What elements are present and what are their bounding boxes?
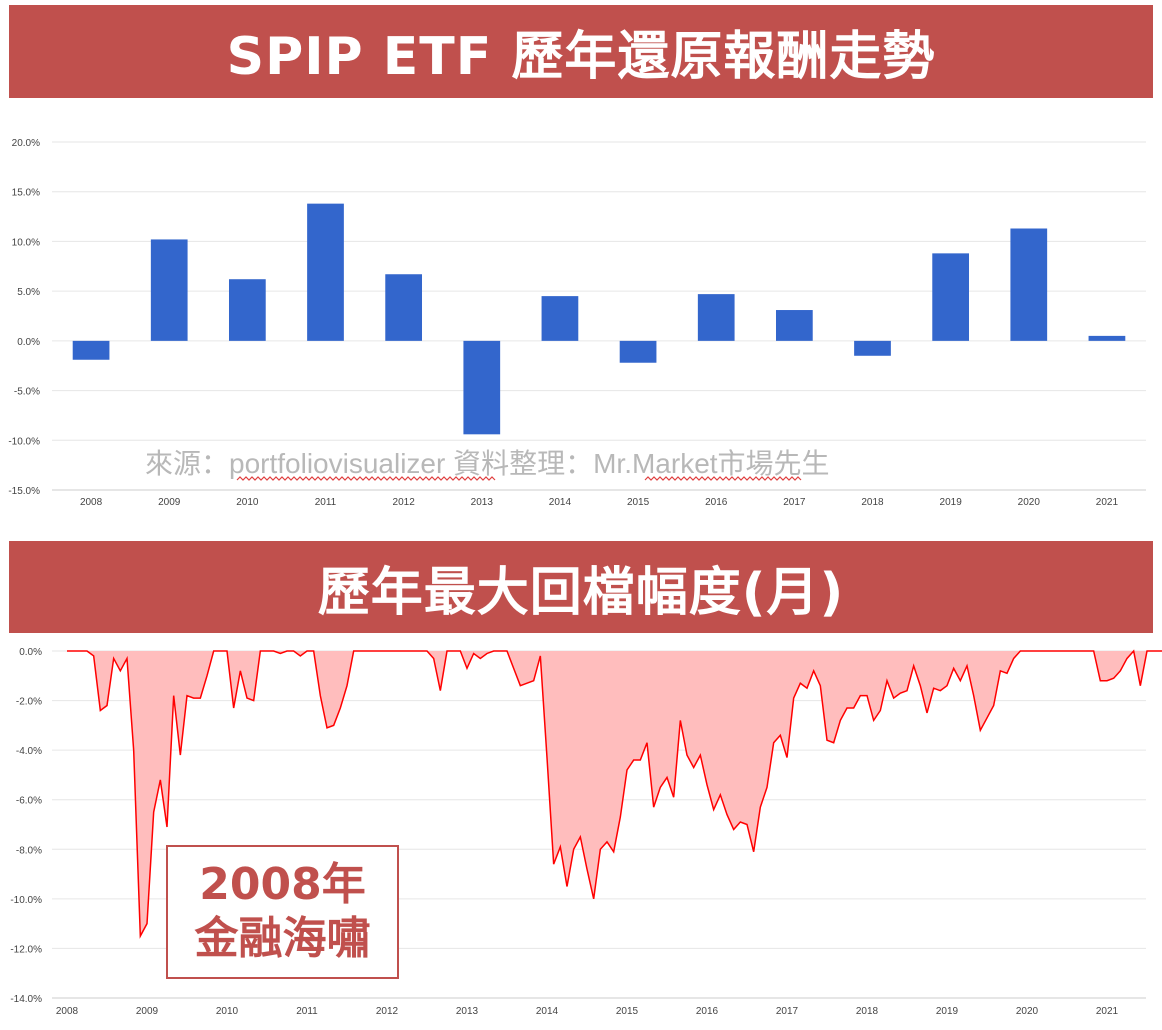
bar-2010	[228, 279, 266, 341]
x-tick-label: 2011	[315, 497, 337, 508]
bar-2014	[541, 296, 579, 341]
bar-chart-title-banner: SPIP ETF 歷年還原報酬走勢	[9, 5, 1153, 98]
y-tick-label: -6.0%	[16, 796, 42, 807]
y-tick-label: 0.0%	[19, 647, 42, 658]
spellcheck-underline	[644, 476, 802, 481]
x-tick-label: 2019	[940, 497, 963, 508]
x-tick-label: 2013	[471, 497, 494, 508]
x-tick-label: 2009	[136, 1006, 159, 1017]
bars	[72, 203, 1126, 435]
y-tick-label: -2.0%	[16, 697, 42, 708]
y-tick-label: 5.0%	[17, 287, 40, 298]
y-tick-labels: 0.0% -2.0% -4.0% -6.0% -8.0% -10.0% -12.0% -14.…	[10, 647, 42, 1005]
y-tick-label: -14.0%	[10, 994, 42, 1005]
x-tick-label: 2014	[536, 1006, 559, 1017]
x-tick-label: 2008	[80, 497, 103, 508]
spellcheck-underline	[236, 476, 496, 481]
bar-2020	[1010, 228, 1048, 341]
x-tick-label: 2015	[627, 497, 650, 508]
bar-2012	[385, 274, 423, 341]
y-tick-label: -4.0%	[16, 746, 42, 757]
x-tick-label: 2011	[296, 1006, 318, 1017]
annual-return-bar-chart: 20.0% 15.0% 10.0% 5.0% 0.0% -5.0% -10.0% -15.0%…	[8, 138, 1146, 508]
x-tick-label: 2010	[216, 1006, 239, 1017]
y-tick-label: -5.0%	[14, 387, 40, 398]
y-tick-label: -15.0%	[8, 486, 40, 497]
x-tick-label: 2015	[616, 1006, 639, 1017]
y-tick-label: 20.0%	[12, 138, 40, 149]
monthly-drawdown-area-chart: 0.0% -2.0% -4.0% -6.0% -8.0% -10.0% -12.0% -14.…	[10, 647, 1162, 1017]
bar-2021	[1088, 335, 1126, 341]
annotation-line1: 2008年	[199, 859, 366, 910]
x-tick-labels: 2008 2009 2010 2011 2012 2013 2014 2015 2016 2017…	[80, 497, 1119, 508]
bar-2018	[854, 340, 891, 356]
x-tick-label: 2017	[783, 497, 806, 508]
drawdown-line	[67, 649, 1162, 939]
x-tick-label: 2008	[56, 1006, 79, 1017]
x-tick-label: 2012	[393, 497, 416, 508]
bar-2017	[775, 310, 813, 341]
x-tick-labels: 2008 2009 2010 2011 2012 2013 2014 2015 2016 2017…	[56, 1006, 1119, 1017]
annotation-box: 2008年 金融海嘯	[166, 845, 399, 979]
bar-2009	[150, 239, 188, 341]
x-tick-label: 2014	[549, 497, 572, 508]
y-tick-label: 0.0%	[17, 337, 40, 348]
y-tick-label: -10.0%	[8, 436, 40, 447]
x-tick-label: 2016	[696, 1006, 719, 1017]
bar-2015	[619, 340, 657, 363]
x-tick-label: 2010	[236, 497, 259, 508]
x-tick-label: 2012	[376, 1006, 399, 1017]
x-tick-label: 2016	[705, 497, 728, 508]
grid	[52, 141, 1146, 491]
y-tick-label: -8.0%	[16, 845, 42, 856]
y-tick-labels: 20.0% 15.0% 10.0% 5.0% 0.0% -5.0% -10.0% -15.0%	[8, 138, 40, 497]
bar-2013	[463, 340, 501, 435]
y-tick-label: 10.0%	[12, 237, 40, 248]
x-tick-label: 2017	[776, 1006, 799, 1017]
bar-2008	[72, 340, 110, 360]
x-tick-label: 2021	[1096, 1006, 1119, 1017]
drawdown-chart-title-banner: 歷年最大回檔幅度(月)	[9, 541, 1153, 633]
y-tick-label: -12.0%	[10, 944, 42, 955]
x-tick-label: 2021	[1096, 497, 1119, 508]
y-tick-label: 15.0%	[12, 188, 40, 199]
x-tick-label: 2018	[856, 1006, 879, 1017]
source-watermark: 來源：portfoliovisualizer 資料整理：Mr.Market市場先…	[145, 448, 830, 479]
y-tick-label: -10.0%	[10, 895, 42, 906]
drawdown-area	[67, 651, 1162, 937]
annotation-line2: 金融海嘯	[194, 913, 371, 964]
bar-2019	[932, 253, 970, 341]
x-tick-label: 2013	[456, 1006, 479, 1017]
x-tick-label: 2018	[861, 497, 884, 508]
bar-2016	[697, 294, 735, 341]
x-tick-label: 2020	[1018, 497, 1041, 508]
bar-2011	[307, 203, 344, 341]
x-tick-label: 2009	[158, 497, 181, 508]
x-tick-label: 2019	[936, 1006, 959, 1017]
x-tick-label: 2020	[1016, 1006, 1039, 1017]
